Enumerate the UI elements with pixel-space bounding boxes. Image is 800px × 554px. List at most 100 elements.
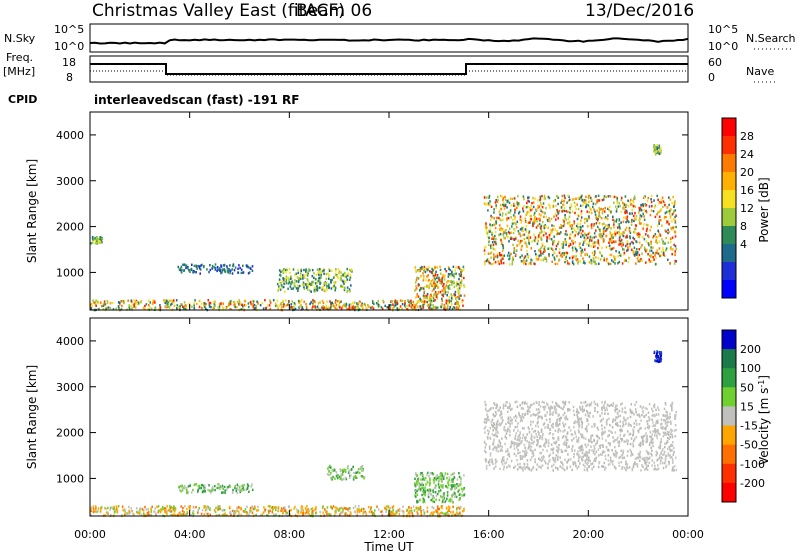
scatter-cell-0-5-1291: [646, 227, 648, 230]
scatter-cell-0-5-183: [490, 214, 492, 218]
scatter-cell-0-3-224: [330, 281, 332, 284]
scatter-cell-1-0-624: [402, 511, 405, 514]
scatter-cell-0-5-1385: [508, 232, 511, 235]
scatter-cell-0-3-166: [298, 284, 301, 288]
scatter-cell-1-4-588: [541, 437, 544, 441]
scatter-cell-0-5-1357: [564, 239, 567, 243]
scatter-cell-0-5-51: [522, 195, 525, 198]
scatter-cell-1-4-350: [585, 425, 588, 428]
scatter-cell-0-2-92: [246, 265, 248, 268]
scatter-cell-1-4-806: [520, 407, 523, 410]
scatter-cell-1-0-387: [145, 508, 148, 511]
scatter-cell-0-0-188: [364, 304, 367, 307]
scatter-cell-0-5-1010: [636, 248, 638, 251]
scatter-cell-0-5-1231: [544, 249, 546, 252]
scatter-cell-0-5-911: [600, 236, 602, 239]
scatter-cell-0-5-795: [636, 232, 638, 236]
scatter-cell-0-0-437: [461, 300, 463, 304]
scatter-cell-0-3-247: [334, 288, 337, 292]
scatter-cell-1-4-272: [525, 453, 528, 457]
scatter-cell-1-4-234: [570, 433, 573, 436]
scatter-cell-1-4-546: [591, 462, 594, 465]
scatter-cell-1-4-429: [489, 452, 492, 455]
scatter-cell-0-0-486: [203, 301, 205, 305]
scatter-cell-0-5-672: [484, 263, 486, 266]
scatter-cell-0-0-377: [274, 302, 277, 305]
scatter-cell-1-0-234: [358, 505, 360, 508]
scatter-cell-1-4-919: [661, 449, 663, 453]
scatter-cell-0-0-152: [396, 307, 398, 310]
scatter-cell-1-4-912: [648, 417, 651, 420]
scatter-cell-1-0-347: [182, 506, 184, 510]
scatter-cell-1-0-249: [275, 513, 277, 516]
scatter-cell-0-5-1347: [630, 203, 632, 206]
scatter-cell-0-3-41: [314, 282, 317, 285]
scatter-cell-1-4-989: [671, 444, 674, 447]
scatter-cell-0-5-797: [669, 215, 672, 218]
scatter-cell-1-0-408: [370, 506, 372, 509]
scatter-cell-0-5-398: [522, 259, 525, 262]
scatter-cell-0-5-1051: [496, 195, 499, 199]
scatter-cell-0-5-414: [498, 233, 500, 237]
scatter-cell-0-0-355: [290, 305, 292, 309]
scatter-cell-0-6-20: [654, 153, 657, 156]
scatter-cell-1-4-553: [655, 429, 657, 433]
scatter-cell-0-0-140: [222, 302, 224, 305]
scatter-cell-1-4-701: [655, 408, 657, 412]
scatter-cell-1-0-422: [217, 513, 219, 517]
scatter-cell-1-4-931: [619, 430, 622, 433]
scatter-cell-0-4-139: [422, 272, 424, 275]
scatter-cell-1-0-599: [143, 512, 145, 515]
scatter-cell-0-5-595: [673, 243, 675, 247]
scatter-cell-0-2-87: [214, 263, 217, 266]
scatter-cell-0-3-218: [307, 269, 310, 272]
scatter-cell-1-2-77: [341, 469, 344, 472]
scatter-cell-1-0-500: [383, 506, 386, 510]
scatter-cell-1-3-232: [431, 495, 434, 498]
scatter-cell-1-4-1059: [483, 421, 486, 424]
scatter-cell-0-5-1261: [500, 259, 502, 262]
scatter-cell-1-4-232: [656, 436, 659, 440]
scatter-cell-1-1-90: [220, 491, 223, 494]
scatter-cell-0-3-228: [298, 277, 300, 281]
scatter-cell-1-3-225: [435, 475, 437, 478]
scatter-cell-1-2-73: [354, 475, 357, 478]
scatter-cell-0-0-471: [382, 301, 385, 304]
scatter-cell-0-5-699: [500, 239, 502, 242]
colorbar-swatch-0-6: [722, 226, 736, 245]
scatter-cell-1-0-138: [234, 511, 237, 515]
scatter-cell-0-5-1090: [571, 230, 574, 234]
scatter-cell-0-3-215: [331, 278, 333, 282]
scatter-cell-0-5-161: [582, 229, 584, 233]
scatter-cell-0-5-1163: [558, 258, 561, 261]
scatter-cell-0-5-761: [630, 220, 633, 223]
scatter-cell-1-4-883: [488, 430, 490, 433]
scatter-cell-1-4-551: [546, 449, 548, 453]
scatter-cell-0-5-94: [673, 262, 676, 265]
scatter-cell-1-4-1044: [594, 406, 596, 410]
scatter-cell-0-5-1280: [588, 242, 590, 245]
scatter-cell-0-0-577: [430, 299, 432, 302]
scatter-cell-0-5-656: [515, 249, 517, 252]
scatter-cell-1-4-291: [510, 459, 513, 463]
scatter-cell-0-5-106: [572, 227, 575, 230]
scatter-cell-0-5-1052: [486, 202, 489, 206]
scatter-cell-0-5-1110: [607, 262, 610, 266]
scatter-cell-1-2-6: [327, 467, 329, 470]
scatter-cell-0-5-555: [563, 220, 565, 223]
scatter-cell-1-0-613: [315, 506, 317, 509]
scatter-cell-0-0-623: [398, 306, 401, 310]
scatter-cell-1-0-405: [385, 505, 388, 508]
scatter-cell-0-0-614: [403, 304, 406, 307]
scatter-cell-1-3-33: [442, 486, 444, 489]
scatter-cell-1-4-1005: [488, 445, 491, 448]
scatter-cell-1-0-146: [166, 512, 168, 516]
scatter-cell-0-5-693: [605, 195, 608, 199]
scatter-cell-1-4-479: [504, 429, 506, 432]
scatter-cell-0-5-36: [514, 221, 516, 225]
scatter-cell-1-4-41: [607, 454, 610, 457]
scatter-cell-0-0-366: [112, 308, 115, 311]
scatter-cell-0-3-188: [302, 284, 305, 287]
scatter-cell-1-4-747: [609, 423, 611, 427]
scatter-cell-1-4-1007: [502, 403, 505, 406]
